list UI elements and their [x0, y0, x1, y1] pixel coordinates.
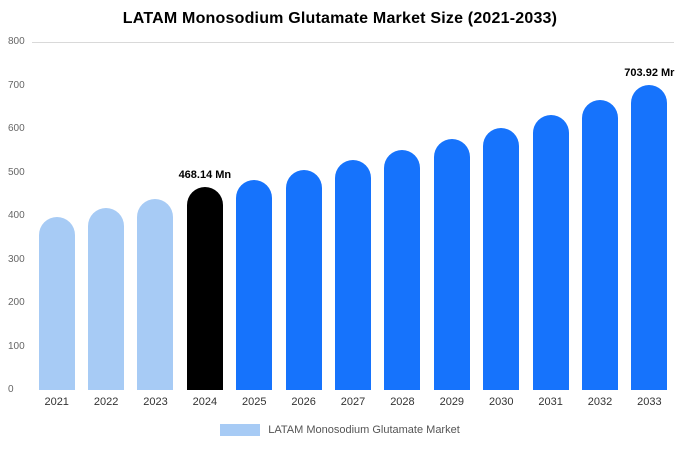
bar-group	[131, 43, 180, 390]
y-tick-label: 700	[8, 79, 25, 91]
chart-title: LATAM Monosodium Glutamate Market Size (…	[122, 10, 558, 27]
x-tick-label: 2027	[340, 396, 366, 408]
x-tick-label: 2024	[192, 396, 218, 408]
bar	[285, 170, 322, 390]
bar-group	[526, 43, 575, 390]
bar	[532, 114, 569, 390]
bar	[137, 199, 174, 390]
bar-group	[230, 43, 279, 390]
x-tick-label: 2023	[143, 396, 168, 408]
bar-group	[427, 43, 476, 390]
value-label: 703.92 Mr	[624, 66, 675, 79]
legend-label: LATAM Monosodium Glutamate Market	[268, 424, 460, 436]
value-label: 468.14 Mn	[178, 168, 232, 181]
bar-group	[378, 43, 427, 390]
x-tick-label: 2029	[439, 396, 465, 408]
y-tick-label: 600	[8, 123, 25, 134]
bar-group	[32, 43, 81, 390]
bar	[38, 216, 75, 390]
bar	[581, 100, 618, 390]
bar	[631, 84, 668, 390]
bar	[433, 139, 470, 390]
bar-group: 468.14 Mn	[178, 43, 232, 390]
x-tick-label: 2028	[390, 396, 415, 408]
x-tick-label: 2026	[291, 396, 316, 408]
y-tick-label: 200	[8, 297, 25, 308]
x-tick-label: 2033	[637, 396, 662, 408]
bar-group	[575, 43, 624, 390]
x-tick-label: 2025	[242, 396, 267, 408]
y-tick-label: 800	[8, 36, 25, 47]
bar	[335, 160, 372, 390]
x-tick-label: 2032	[587, 396, 613, 408]
bar	[186, 186, 223, 390]
y-tick-label: 400	[8, 210, 25, 221]
x-tick-label: 2030	[488, 396, 514, 408]
bar	[384, 150, 421, 390]
x-tick-label: 2031	[538, 396, 563, 408]
legend: LATAM Monosodium Glutamate Market	[0, 424, 680, 436]
y-axis: 0 100 200 300 400 500 600 700 800	[0, 37, 30, 395]
bar	[236, 179, 273, 390]
bar-group	[477, 43, 526, 390]
x-axis: 2021 2022 2023 2024 2025 2026 2027 2028 2029 2030…	[32, 396, 674, 408]
x-tick-label: 2021	[44, 396, 69, 408]
x-tick-label: 2022	[93, 396, 119, 408]
y-tick-label: 300	[8, 253, 25, 265]
plot-area: 468.14 Mn 703.92 Mr	[32, 42, 674, 390]
bar-group	[279, 43, 328, 390]
y-tick-label: 500	[8, 166, 25, 178]
bar	[88, 207, 125, 390]
y-tick-label: 100	[8, 340, 25, 352]
bar-group: 703.92 Mr	[624, 43, 675, 390]
bar-group	[81, 43, 130, 390]
bar	[483, 127, 520, 390]
bars: 468.14 Mn 703.92 Mr	[32, 43, 674, 390]
y-tick-label: 0	[8, 384, 14, 395]
bar-group	[328, 43, 377, 390]
legend-swatch	[220, 424, 261, 436]
